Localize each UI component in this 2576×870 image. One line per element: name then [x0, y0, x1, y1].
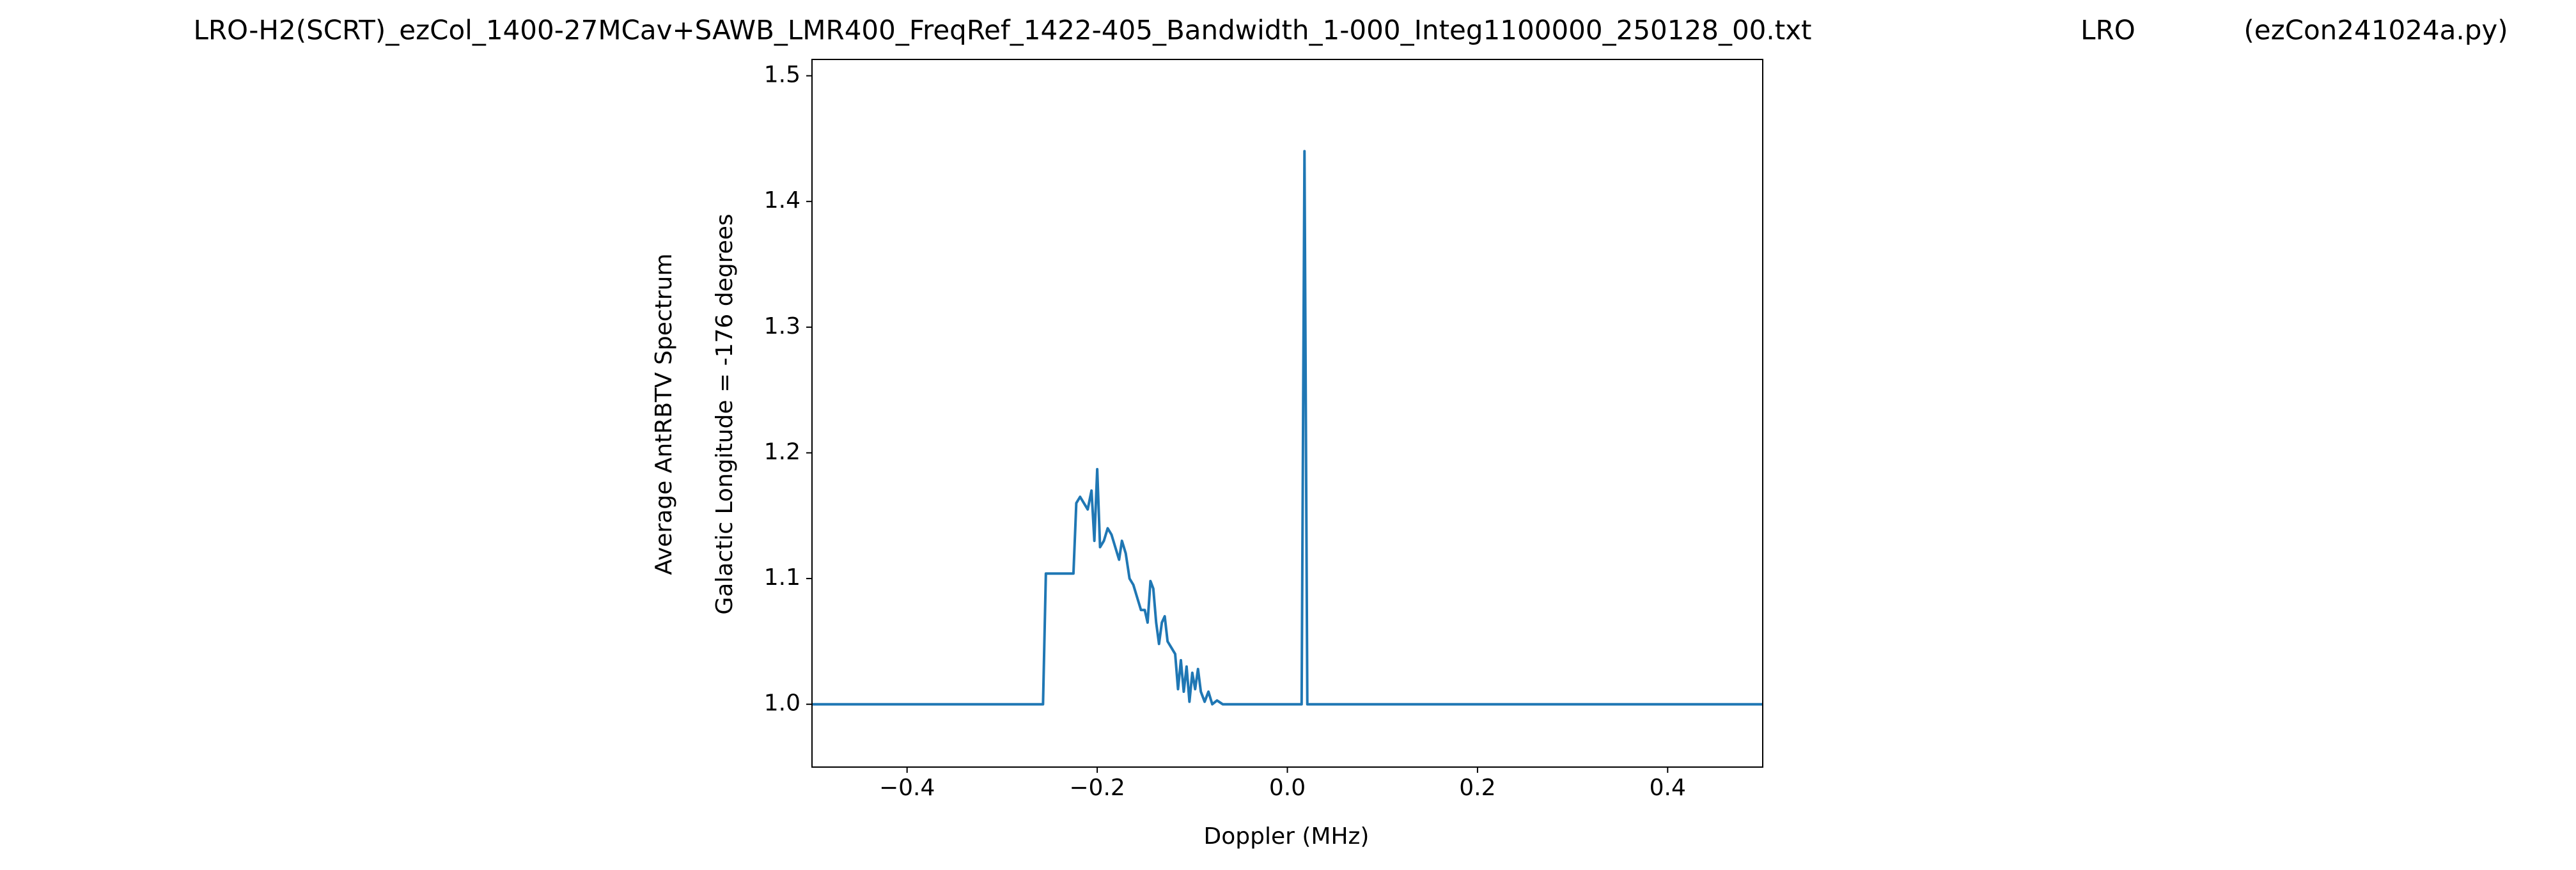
data-line	[812, 150, 1763, 706]
y-tick-label: 1.0	[764, 690, 800, 717]
x-tick-label: 0.2	[1459, 775, 1495, 801]
y-axis-label: Galactic Longitude = -176 degrees	[712, 214, 738, 614]
chart-title: (ezCon241024a.py)	[2244, 15, 2508, 46]
x-tick-label: −0.2	[1069, 775, 1125, 801]
x-tick-label: −0.4	[879, 775, 935, 801]
y-axis-label: Average AntRBTV Spectrum	[651, 253, 677, 575]
y-tick-label: 1.3	[764, 313, 800, 339]
chart-title: LRO-H2(SCRT)_ezCol_1400-27MCav+SAWB_LMR4…	[193, 15, 1811, 46]
y-tick-label: 1.5	[764, 62, 800, 88]
y-tick-label: 1.2	[764, 439, 800, 465]
y-tick-label: 1.4	[764, 187, 800, 214]
x-tick-label: 0.4	[1650, 775, 1686, 801]
x-axis-label: Doppler (MHz)	[1204, 823, 1370, 850]
y-tick-label: 1.1	[764, 564, 800, 591]
chart-title: LRO	[2080, 15, 2135, 46]
x-tick-label: 0.0	[1269, 775, 1306, 801]
